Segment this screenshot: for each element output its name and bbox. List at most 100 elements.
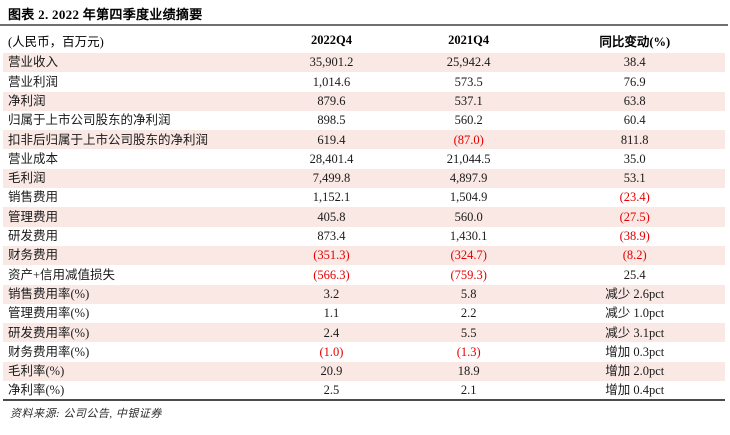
cell-2022q4: 35,901.2 bbox=[309, 55, 354, 70]
cell-2022q4: 7,499.8 bbox=[312, 171, 351, 186]
cell-2021q4: (324.7) bbox=[450, 248, 487, 263]
cell-yoy: 60.4 bbox=[623, 113, 646, 128]
cell-2021q4: (87.0) bbox=[453, 132, 484, 147]
row-label: 管理费用 bbox=[8, 209, 59, 224]
cell-2021q4: 1,430.1 bbox=[449, 229, 488, 244]
cell-2022q4: 20.9 bbox=[320, 364, 343, 379]
cell-2021q4: 2.1 bbox=[460, 383, 477, 398]
cell-2022q4: 405.8 bbox=[317, 209, 346, 224]
cell-yoy: 35.0 bbox=[623, 151, 646, 166]
cell-2022q4: 1,014.6 bbox=[312, 74, 351, 89]
header-row: (人民币，百万元) 2022Q4 2021Q4 同比变动(%) bbox=[3, 27, 725, 53]
row-label: 研发费用率(%) bbox=[8, 325, 90, 340]
table-row: 归属于上市公司股东的净利润 898.5 560.2 60.4 bbox=[3, 111, 725, 130]
cell-2021q4: 5.8 bbox=[460, 286, 477, 301]
row-label: 销售费用率(%) bbox=[8, 286, 90, 301]
cell-2021q4: 18.9 bbox=[457, 364, 480, 379]
table-row: 净利润 879.6 537.1 63.8 bbox=[3, 91, 725, 111]
table-bottom-rule bbox=[3, 399, 725, 401]
cell-yoy: (23.4) bbox=[619, 190, 650, 205]
cell-2022q4: 2.4 bbox=[323, 325, 340, 340]
table-row: 管理费用率(%) 1.1 2.2 减少 1.0pct bbox=[3, 304, 725, 323]
cell-yoy: 减少 3.1pct bbox=[605, 325, 665, 340]
row-label: 营业收入 bbox=[8, 55, 59, 70]
cell-2022q4: (351.3) bbox=[313, 248, 350, 263]
cell-2022q4: 873.4 bbox=[317, 229, 346, 244]
cell-2021q4: 25,942.4 bbox=[446, 55, 491, 70]
table-row: 销售费用 1,152.1 1,504.9 (23.4) bbox=[3, 188, 725, 207]
cell-2021q4: 537.1 bbox=[454, 93, 483, 108]
cell-yoy: 增加 0.3pct bbox=[605, 344, 665, 359]
row-label: 营业成本 bbox=[8, 151, 59, 166]
table-row: 财务费用 (351.3) (324.7) (8.2) bbox=[3, 245, 725, 266]
cell-yoy: 增加 0.4pct bbox=[605, 383, 665, 398]
table-row: 管理费用 405.8 560.0 (27.5) bbox=[3, 207, 725, 227]
cell-yoy: (38.9) bbox=[619, 229, 650, 244]
cell-2022q4: 28,401.4 bbox=[309, 151, 354, 166]
table-row: 毛利润 7,499.8 4,897.9 53.1 bbox=[3, 168, 725, 189]
table-header: (人民币，百万元) 2022Q4 2021Q4 同比变动(%) bbox=[3, 27, 725, 53]
table-row: 销售费用率(%) 3.2 5.8 减少 2.6pct bbox=[3, 284, 725, 304]
cell-2022q4: 1.1 bbox=[323, 306, 340, 321]
column-header-unit: (人民币，百万元) bbox=[8, 34, 104, 49]
cell-2022q4: 619.4 bbox=[317, 132, 346, 147]
table-row: 研发费用 873.4 1,430.1 (38.9) bbox=[3, 227, 725, 246]
cell-2022q4: 3.2 bbox=[323, 286, 340, 301]
title-rule bbox=[0, 24, 728, 26]
table-row: 营业成本 28,401.4 21,044.5 35.0 bbox=[3, 149, 725, 168]
column-header-2021q4: 2021Q4 bbox=[448, 32, 490, 47]
table-row: 营业利润 1,014.6 573.5 76.9 bbox=[3, 72, 725, 91]
cell-yoy: 38.4 bbox=[623, 55, 646, 70]
row-label: 研发费用 bbox=[8, 229, 59, 244]
cell-2021q4: 2.2 bbox=[460, 306, 477, 321]
figure-title: 图表 2. 2022 年第四季度业绩摘要 bbox=[8, 7, 203, 22]
cell-2022q4: 1,152.1 bbox=[312, 190, 351, 205]
column-header-yoy-change: 同比变动(%) bbox=[599, 34, 671, 49]
table-body: 营业收入 35,901.2 25,942.4 38.4 营业利润 1,014.6… bbox=[3, 53, 725, 400]
column-header-2022q4: 2022Q4 bbox=[311, 32, 352, 47]
table-row: 营业收入 35,901.2 25,942.4 38.4 bbox=[3, 53, 725, 73]
row-label: 毛利率(%) bbox=[8, 364, 65, 379]
table-row: 扣非后归属于上市公司股东的净利润 619.4 (87.0) 811.8 bbox=[3, 130, 725, 150]
row-label: 财务费用 bbox=[8, 248, 59, 263]
quarterly-results-table: (人民币，百万元) 2022Q4 2021Q4 同比变动(%) 营业收入 35,… bbox=[3, 27, 725, 400]
cell-yoy: 减少 1.0pct bbox=[605, 306, 665, 321]
cell-2022q4: 879.6 bbox=[317, 93, 346, 108]
row-label: 净利润 bbox=[8, 93, 46, 108]
table-row: 资产+信用减值损失 (566.3) (759.3) 25.4 bbox=[3, 265, 725, 284]
row-label: 营业利润 bbox=[8, 74, 59, 89]
cell-yoy: 63.8 bbox=[623, 93, 646, 108]
cell-yoy: 增加 2.0pct bbox=[605, 364, 665, 379]
cell-2021q4: 573.5 bbox=[454, 74, 483, 89]
cell-yoy: 25.4 bbox=[623, 267, 646, 282]
cell-2021q4: 1,504.9 bbox=[449, 190, 488, 205]
cell-2022q4: (1.0) bbox=[319, 344, 344, 359]
row-label: 毛利润 bbox=[8, 171, 46, 186]
table-row: 财务费用率(%) (1.0) (1.3) 增加 0.3pct bbox=[3, 342, 725, 361]
cell-yoy: 76.9 bbox=[623, 74, 646, 89]
cell-2021q4: 4,897.9 bbox=[449, 171, 488, 186]
cell-2021q4: 560.2 bbox=[454, 113, 483, 128]
cell-2021q4: (1.3) bbox=[456, 344, 481, 359]
cell-yoy: 53.1 bbox=[623, 171, 646, 186]
cell-2021q4: (759.3) bbox=[450, 267, 487, 282]
source-note: 资料来源: 公司公告, 中银证券 bbox=[10, 408, 162, 420]
cell-2021q4: 21,044.5 bbox=[446, 151, 491, 166]
cell-2022q4: 2.5 bbox=[323, 383, 340, 398]
cell-yoy: 减少 2.6pct bbox=[605, 286, 665, 301]
row-label: 扣非后归属于上市公司股东的净利润 bbox=[8, 132, 209, 147]
cell-2021q4: 5.5 bbox=[460, 325, 477, 340]
row-label: 销售费用 bbox=[8, 190, 59, 205]
row-label: 净利率(%) bbox=[8, 383, 65, 398]
cell-2022q4: (566.3) bbox=[313, 267, 350, 282]
row-label: 财务费用率(%) bbox=[8, 344, 90, 359]
cell-yoy: (8.2) bbox=[622, 248, 647, 263]
row-label: 资产+信用减值损失 bbox=[8, 267, 116, 282]
cell-yoy: (27.5) bbox=[619, 209, 650, 224]
table-row: 净利率(%) 2.5 2.1 增加 0.4pct bbox=[3, 381, 725, 400]
cell-2022q4: 898.5 bbox=[317, 113, 346, 128]
table-row: 研发费用率(%) 2.4 5.5 减少 3.1pct bbox=[3, 323, 725, 343]
cell-yoy: 811.8 bbox=[620, 132, 649, 147]
cell-2021q4: 560.0 bbox=[454, 209, 483, 224]
table-row: 毛利率(%) 20.9 18.9 增加 2.0pct bbox=[3, 361, 725, 382]
